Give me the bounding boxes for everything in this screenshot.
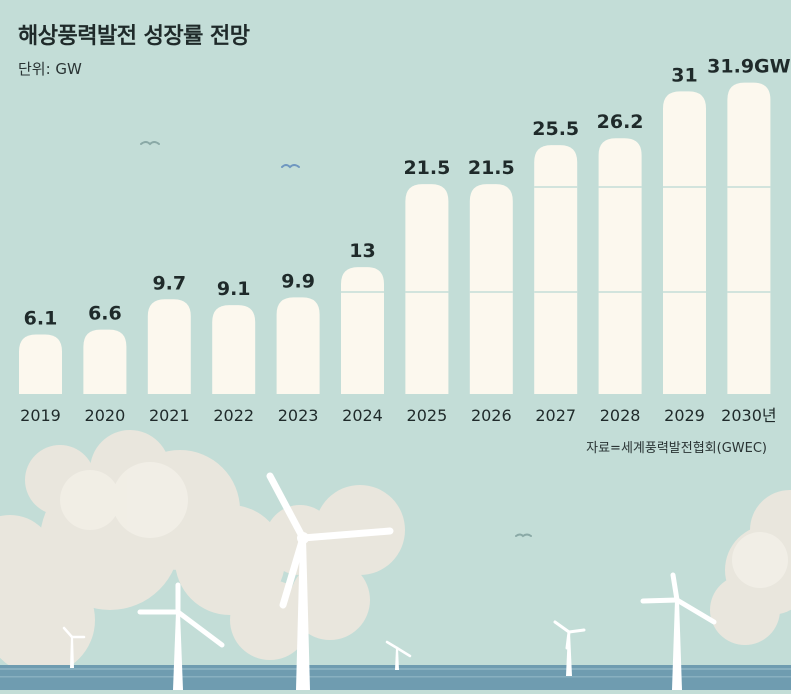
- source-note: 자료=세계풍력발전협회(GWEC): [586, 441, 767, 456]
- value-label-2021: 9.7: [152, 272, 186, 294]
- chart-title: 해상풍력발전 성장률 전망: [18, 24, 250, 49]
- x-tick-2027: 2027: [535, 406, 576, 425]
- x-tick-2020: 2020: [85, 406, 126, 425]
- birds: [140, 141, 532, 538]
- x-tick-2024: 2024: [342, 406, 383, 425]
- unit-label: 단위: GW: [18, 60, 82, 78]
- value-label-2019: 6.1: [24, 307, 58, 329]
- value-label-2026: 21.5: [468, 157, 515, 179]
- x-tick-2029: 2029: [664, 406, 705, 425]
- bar-2029: [663, 91, 706, 394]
- bar-2025: [405, 184, 449, 394]
- x-tick-2030년: 2030년: [721, 406, 776, 425]
- bar-2019: [19, 334, 62, 394]
- value-label-2028: 26.2: [597, 111, 644, 133]
- x-axis-labels: 2019 2020 2021 2022 2023 2024 2025 2026 2027 2028…: [20, 406, 776, 425]
- wind-turbines: [62, 472, 717, 690]
- value-label-2020: 6.6: [88, 303, 122, 325]
- x-tick-2021: 2021: [149, 406, 190, 425]
- x-tick-2026: 2026: [471, 406, 512, 425]
- bar-2020: [83, 329, 127, 394]
- bar-2027: [534, 145, 578, 394]
- bar-2026: [469, 184, 513, 394]
- bar-2023: [276, 297, 320, 394]
- value-label-2024: 13: [349, 240, 375, 262]
- value-label-2023: 9.9: [281, 270, 315, 292]
- bar-2028: [598, 138, 642, 394]
- x-tick-2019: 2019: [20, 406, 61, 425]
- value-label-2022: 9.1: [217, 278, 251, 300]
- x-tick-2023: 2023: [278, 406, 319, 425]
- x-tick-2025: 2025: [407, 406, 448, 425]
- scenery: [0, 141, 791, 690]
- bar-2024: [341, 267, 384, 394]
- value-label-2030년: 31.9GW: [707, 56, 790, 78]
- x-tick-2028: 2028: [600, 406, 641, 425]
- x-tick-2022: 2022: [213, 406, 254, 425]
- clouds: [0, 430, 791, 675]
- bar-2021: [147, 299, 191, 394]
- value-label-2027: 25.5: [532, 118, 579, 140]
- value-labels: 6.1 6.6 9.7 9.1 9.9 13 21.5 21.5 25.5 26.2 31 31.9G…: [24, 56, 791, 330]
- value-label-2029: 31: [671, 64, 697, 86]
- bar-2030년: [727, 82, 771, 394]
- bars: [19, 82, 771, 394]
- bar-2022: [212, 305, 256, 394]
- value-label-2025: 21.5: [403, 157, 450, 179]
